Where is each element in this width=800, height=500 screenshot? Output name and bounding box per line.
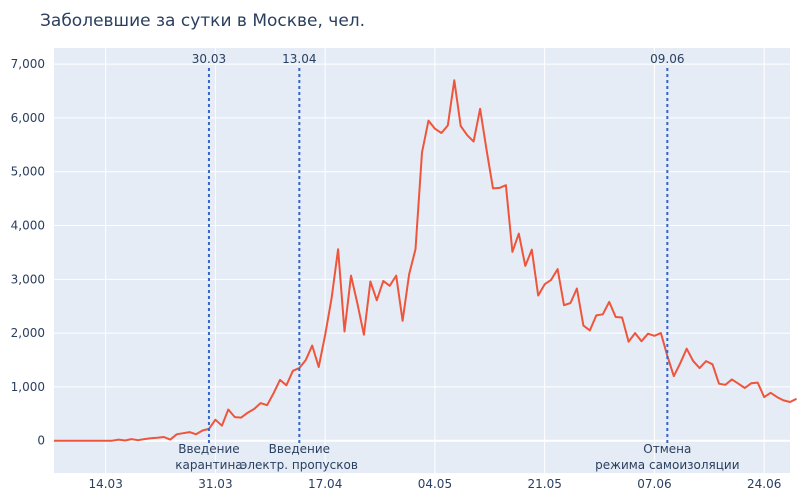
annotation-date-label: 09.06	[650, 52, 684, 66]
plot-area	[54, 48, 790, 473]
x-tick-label: 21.05	[527, 477, 561, 491]
annotation-date-label: 30.03	[192, 52, 226, 66]
annotation-caption: Введение	[178, 442, 239, 456]
x-tick-label: 17.04	[308, 477, 342, 491]
annotations: 30.03Введениекарантина13.04Введениеэлект…	[175, 52, 739, 472]
x-gridlines	[105, 48, 765, 473]
y-tick-label: 0	[37, 434, 45, 448]
x-tick-label: 14.03	[88, 477, 122, 491]
x-tick-label: 07.06	[637, 477, 671, 491]
series-group	[54, 79, 797, 442]
x-tick-label: 24.06	[747, 477, 781, 491]
y-tick-label: 5,000	[11, 165, 45, 179]
y-tick-label: 2,000	[11, 326, 45, 340]
series-line	[54, 79, 797, 442]
annotation-date-label: 13.04	[282, 52, 316, 66]
y-tick-label: 7,000	[11, 57, 45, 71]
y-axis: 0 1,000 2,000 3,000 4,000 5,000 6,000 7,000	[11, 57, 45, 448]
annotation-caption: электр. пропусков	[241, 458, 358, 472]
annotation-caption: Введение	[269, 442, 330, 456]
annotation-caption: Отмена	[643, 442, 691, 456]
x-tick-label: 31.03	[198, 477, 232, 491]
annotation-caption: карантина	[175, 458, 242, 472]
chart-title: Заболевшие за сутки в Москве, чел.	[40, 11, 365, 31]
x-axis: 14.03 31.03 17.04 04.05 21.05 07.06 24.06	[88, 477, 781, 491]
x-tick-label: 04.05	[418, 477, 452, 491]
y-tick-label: 3,000	[11, 272, 45, 286]
y-tick-label: 6,000	[11, 111, 45, 125]
y-tick-label: 1,000	[11, 380, 45, 394]
y-tick-label: 4,000	[11, 219, 45, 233]
annotation-caption: режима самоизоляции	[595, 458, 739, 472]
